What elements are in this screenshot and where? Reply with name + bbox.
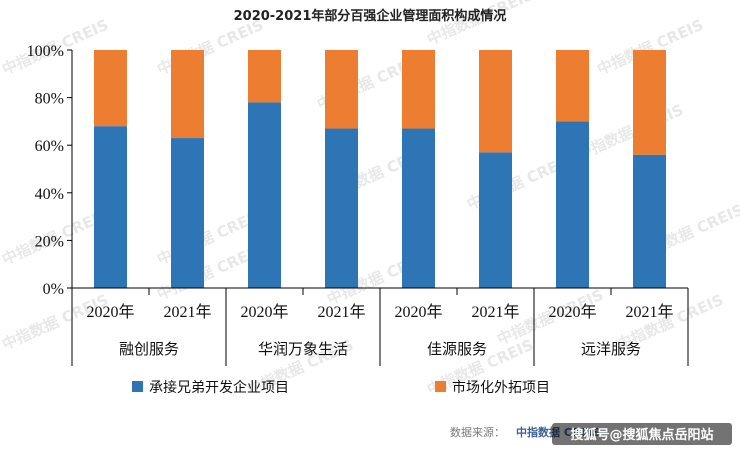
sohu-badge: 搜狐号@搜狐焦点岳阳站 (552, 423, 732, 445)
bar-segment-sibling-projects (94, 126, 127, 288)
sohu-badge-background (552, 423, 732, 445)
bar-segment-sibling-projects (633, 154, 666, 288)
y-tick-label: 40% (35, 186, 64, 203)
bar-segment-market-projects (171, 50, 204, 139)
watermark-text: 中指数据 CREIS (574, 101, 686, 164)
bar-segment-sibling-projects (556, 121, 589, 289)
x-group-label: 融创服务 (119, 340, 179, 358)
x-category-label: 2020年 (240, 303, 288, 321)
bar-segment-market-projects (633, 50, 666, 155)
x-group-label: 华润万象生活 (258, 340, 348, 358)
bar-segment-market-projects (94, 50, 127, 127)
legend-swatch (435, 381, 446, 392)
x-category-label: 2020年 (548, 303, 596, 321)
x-category-label: 2020年 (86, 303, 134, 321)
source-label: 数据来源： (450, 425, 505, 439)
x-category-label: 2021年 (163, 303, 211, 321)
y-tick-label: 80% (35, 91, 64, 108)
sohu-badge-text: 搜狐号@搜狐焦点岳阳站 (570, 427, 713, 443)
x-group-label: 远洋服务 (581, 340, 641, 358)
bar-segment-market-projects (479, 50, 512, 153)
y-tick-label: 60% (35, 138, 64, 155)
watermark-text: 中指数据 CREIS (0, 291, 111, 354)
x-group-label: 佳源服务 (427, 340, 487, 358)
bar-segment-market-projects (556, 50, 589, 122)
legend-swatch (132, 381, 143, 392)
x-category-label: 2021年 (471, 303, 519, 321)
plot-area: 0% 20% 40% 60% 80% 100% 2020年 2021年 2020年 2021年 20… (27, 43, 689, 366)
chart-title: 2020-2021年部分百强企业管理面积构成情况 (234, 8, 507, 24)
bar-segment-sibling-projects (479, 152, 512, 288)
bar-segment-sibling-projects (171, 138, 204, 288)
legend-label: 市场化外拓项目 (452, 379, 550, 396)
bar-segment-market-projects (402, 50, 435, 129)
bar-segment-market-projects (325, 50, 358, 129)
watermark-text: 中指数据 CREIS (424, 0, 536, 49)
x-category-label: 2020年 (394, 303, 442, 321)
y-tick-label: 20% (35, 233, 64, 250)
bar-segment-market-projects (248, 50, 281, 103)
x-category-label: 2021年 (625, 303, 673, 321)
bar-segment-sibling-projects (248, 102, 281, 288)
legend-label: 承接兄弟开发企业项目 (149, 379, 289, 396)
y-tick-label: 0% (43, 281, 64, 298)
y-tick-label: 100% (27, 43, 64, 60)
legend: 承接兄弟开发企业项目 市场化外拓项目 (132, 379, 550, 396)
bar-segment-sibling-projects (402, 128, 435, 288)
bar-segment-sibling-projects (325, 128, 358, 288)
x-category-label: 2021年 (317, 303, 365, 321)
